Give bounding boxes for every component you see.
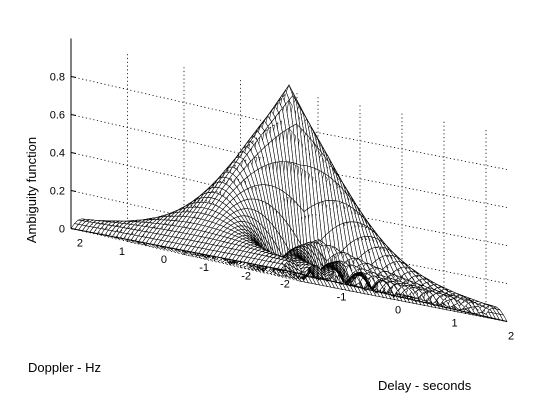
x-tick-label: -2 <box>280 279 290 291</box>
grid-line <box>70 152 298 205</box>
x-tick-label: -1 <box>337 292 347 304</box>
grid-line <box>70 114 298 167</box>
z-tick-label: 0.4 <box>50 148 65 160</box>
grid-line <box>70 228 298 281</box>
z-tick-label: 0.2 <box>50 186 65 198</box>
grid-line <box>91 232 319 285</box>
grid-line <box>70 76 298 129</box>
z-tick-mark <box>70 190 77 192</box>
y-tick-label: 0 <box>161 254 167 266</box>
x-tick-label: 2 <box>508 331 514 343</box>
y-tick-label: -1 <box>199 262 209 274</box>
x-tick-label: 1 <box>451 318 457 330</box>
z-tick-mark <box>70 114 77 116</box>
x-axis-label: Delay - seconds <box>378 378 472 393</box>
grid-line <box>70 190 298 243</box>
surface-mesh <box>70 84 508 322</box>
y-tick-label: 2 <box>77 238 83 250</box>
z-tick-mark <box>70 76 77 78</box>
z-tick-mark <box>70 152 77 154</box>
y-tick-label: 1 <box>119 246 125 258</box>
y-tick-label: -2 <box>241 270 251 282</box>
z-tick-label: 0.6 <box>50 110 65 122</box>
z-tick-label: 0 <box>59 224 65 236</box>
z-tick-label: 0.8 <box>50 72 65 84</box>
x-tick-label: 0 <box>395 305 401 317</box>
y-axis-label: Doppler - Hz <box>28 360 101 375</box>
z-axis-label: Ambiguity function <box>24 137 39 243</box>
